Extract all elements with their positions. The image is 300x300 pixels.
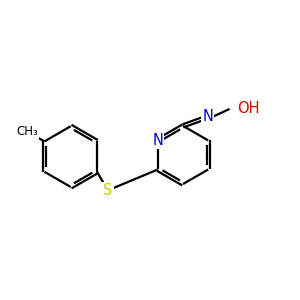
Text: N: N <box>152 133 163 148</box>
Text: OH: OH <box>237 101 259 116</box>
Text: N: N <box>202 110 213 124</box>
Text: S: S <box>103 183 112 198</box>
Text: CH₃: CH₃ <box>16 125 38 138</box>
